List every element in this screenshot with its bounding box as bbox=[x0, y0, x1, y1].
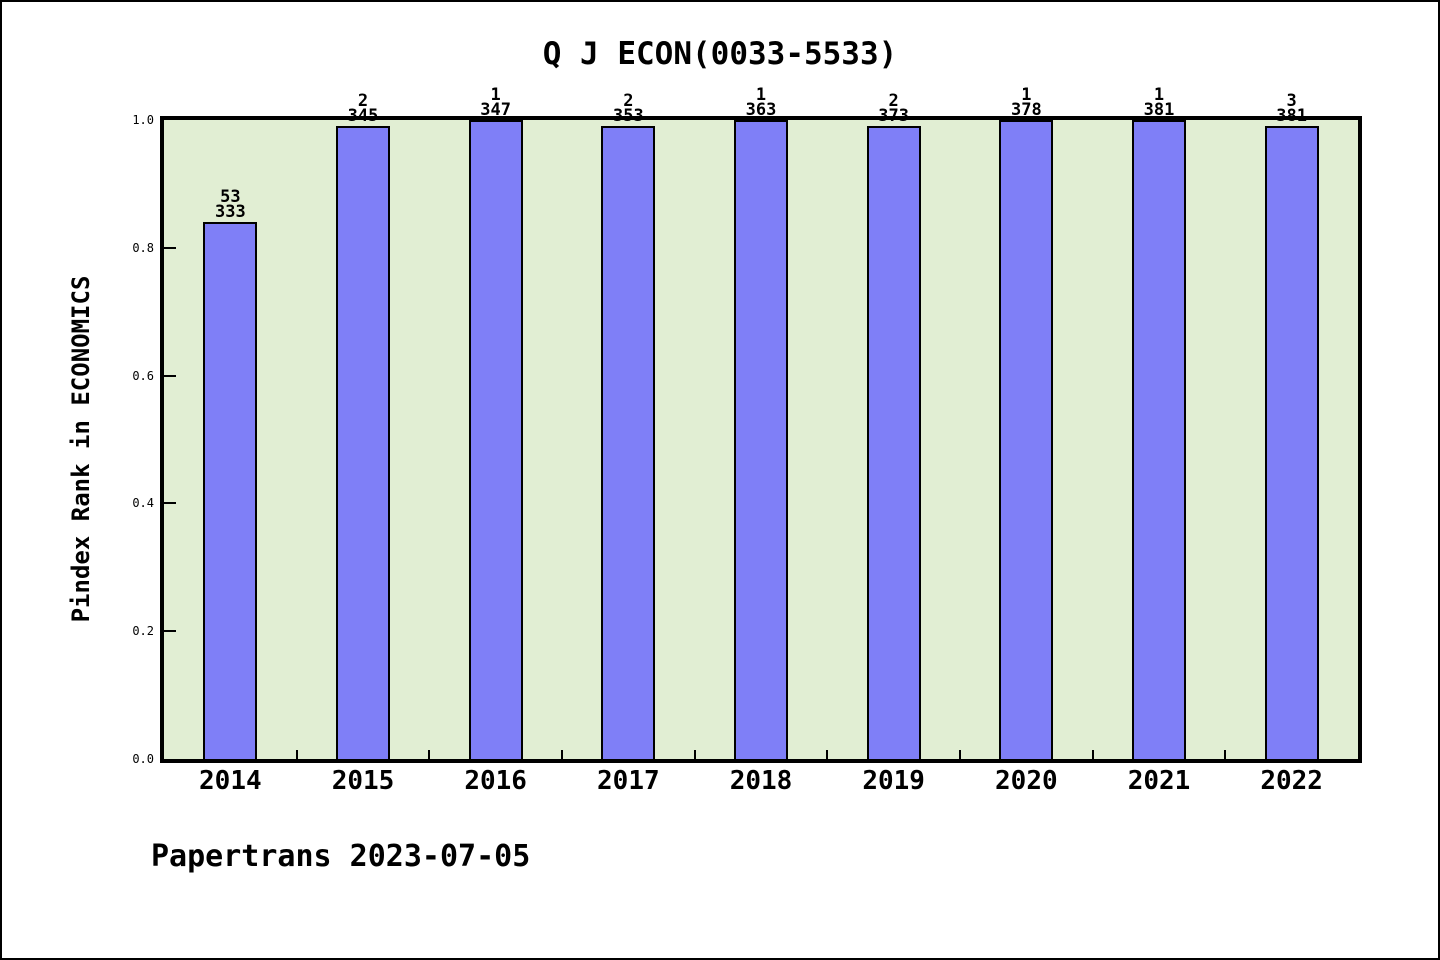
y-tick-mark bbox=[164, 630, 176, 633]
y-tick-label: 0.2 bbox=[132, 624, 154, 639]
x-tick-mark bbox=[826, 750, 829, 759]
x-tick-label-2015: 2015 bbox=[331, 766, 395, 796]
y-tick-mark bbox=[164, 374, 176, 377]
x-axis: 2014 2015 2016 2017 2018 2019 2020 2021 2022 bbox=[164, 763, 1358, 803]
rank-numerator: 3 bbox=[1286, 91, 1297, 111]
rank-numerator: 2 bbox=[357, 91, 369, 111]
rank-numerator: 53 bbox=[220, 187, 241, 207]
x-tick-mark bbox=[1224, 750, 1227, 759]
bar-2022 bbox=[1264, 126, 1319, 759]
bar-value-label-2018: 1 363 bbox=[701, 85, 821, 120]
x-tick-label-2021: 2021 bbox=[1127, 766, 1191, 796]
x-tick-mark bbox=[295, 750, 298, 759]
x-tick-label-2017: 2017 bbox=[597, 766, 660, 796]
rank-numerator: 1 bbox=[1153, 85, 1165, 105]
bar-value-label-2020: 1 378 bbox=[966, 85, 1086, 120]
x-tick-label-2016: 2016 bbox=[464, 766, 527, 796]
rank-denominator: 347 bbox=[480, 100, 512, 120]
x-tick-label-2014: 2014 bbox=[199, 766, 262, 796]
y-tick-label: 0.4 bbox=[132, 496, 154, 511]
bar-2015 bbox=[336, 126, 390, 759]
bar-value-label-2019: 2 373 bbox=[834, 91, 954, 126]
y-tick-mark bbox=[164, 246, 176, 249]
x-tick-label-2020: 2020 bbox=[995, 766, 1058, 796]
bar-value-label-2022: 3 381 bbox=[1232, 91, 1352, 126]
x-tick-mark bbox=[561, 750, 563, 759]
rank-denominator: 378 bbox=[1010, 100, 1042, 120]
bar-value-label-2017: 2 353 bbox=[568, 91, 688, 126]
rank-denominator: 381 bbox=[1276, 106, 1308, 126]
rank-denominator: 381 bbox=[1143, 100, 1175, 120]
y-axis-label: Pindex Rank in ECONOMICS bbox=[67, 275, 95, 623]
bar-2014 bbox=[203, 222, 258, 759]
x-tick-label-2018: 2018 bbox=[729, 766, 793, 796]
rank-denominator: 363 bbox=[745, 100, 777, 120]
y-tick-mark bbox=[164, 502, 176, 505]
bar-2019 bbox=[866, 126, 921, 759]
rank-denominator: 373 bbox=[878, 106, 910, 126]
x-tick-mark bbox=[959, 750, 961, 759]
bar-value-label-2021: 1 381 bbox=[1099, 85, 1219, 120]
bar-value-label-2015: 2 345 bbox=[303, 91, 423, 126]
y-tick-label: 0.6 bbox=[132, 368, 154, 383]
rank-numerator: 1 bbox=[490, 85, 501, 105]
plot-area: 53 333 2 345 1 347 2 353 1 363 2 373 1 378 1 381 3 381 0.0… bbox=[132, 87, 1362, 765]
bar-2016 bbox=[468, 120, 523, 759]
x-tick-mark bbox=[428, 750, 431, 759]
rank-numerator: 1 bbox=[755, 85, 767, 105]
x-tick-label-2019: 2019 bbox=[862, 766, 925, 796]
y-tick-label: 0.0 bbox=[132, 752, 154, 766]
x-tick-mark bbox=[693, 750, 696, 759]
bar-2020 bbox=[999, 120, 1054, 759]
rank-denominator: 353 bbox=[612, 106, 644, 126]
rank-numerator: 1 bbox=[1021, 85, 1032, 105]
bar-2017 bbox=[601, 126, 656, 759]
rank-numerator: 2 bbox=[623, 91, 634, 111]
bar-value-label-2014: 53 333 bbox=[170, 187, 290, 222]
x-tick-mark bbox=[1091, 750, 1094, 759]
bar-value-label-2016: 1 347 bbox=[436, 85, 556, 120]
y-tick-label: 0.8 bbox=[132, 240, 154, 255]
y-tick-label: 1.0 bbox=[132, 113, 154, 127]
chart-title: Q J ECON(0033-5533) bbox=[542, 36, 898, 72]
rank-numerator: 2 bbox=[888, 91, 899, 111]
rank-denominator: 345 bbox=[347, 106, 379, 126]
x-tick-label-2022: 2022 bbox=[1260, 766, 1323, 796]
rank-denominator: 333 bbox=[214, 202, 246, 222]
bar-2018 bbox=[734, 120, 788, 759]
bar-2021 bbox=[1132, 120, 1186, 759]
watermark-text: Papertrans 2023-07-05 bbox=[151, 839, 531, 874]
